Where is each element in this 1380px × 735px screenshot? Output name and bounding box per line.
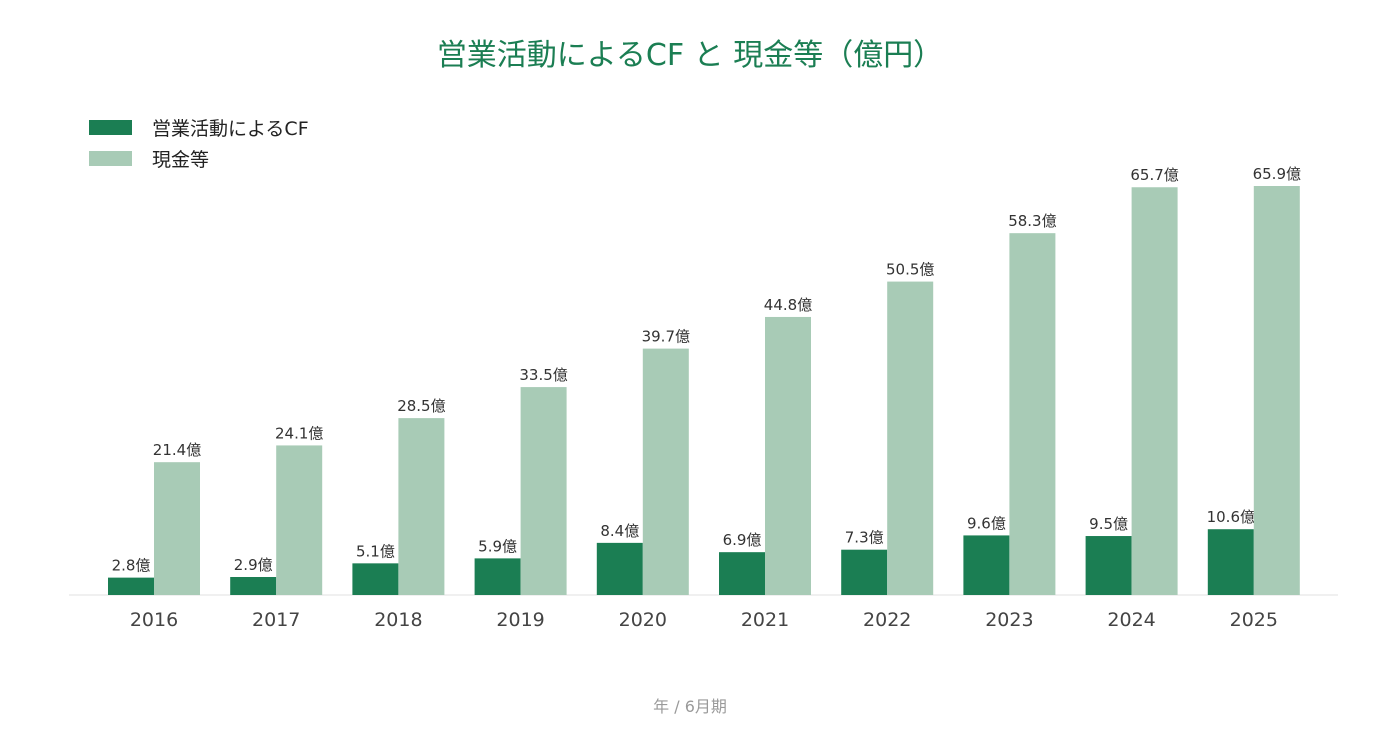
data-label-operating-cf-2016: 2.8億 xyxy=(112,557,151,575)
x-tick-label-2023: 2023 xyxy=(985,609,1033,631)
data-label-cash-2021: 44.8億 xyxy=(764,296,812,314)
data-label-cash-2019: 33.5億 xyxy=(519,366,567,384)
bar-operating-cf-2019 xyxy=(474,558,521,595)
x-axis-label: 年 / 6月期 xyxy=(653,697,727,716)
x-tick-label-2018: 2018 xyxy=(374,609,422,631)
bar-cash-2017 xyxy=(276,445,323,595)
data-label-operating-cf-2022: 7.3億 xyxy=(845,529,884,547)
data-label-operating-cf-2021: 6.9億 xyxy=(723,531,762,549)
chart-title: 営業活動によるCF と 現金等（億円） xyxy=(436,38,944,73)
bar-cash-2020 xyxy=(642,348,689,595)
bar-cash-2024 xyxy=(1131,187,1178,595)
data-label-operating-cf-2023: 9.6億 xyxy=(967,514,1006,532)
data-label-operating-cf-2024: 9.5億 xyxy=(1089,515,1128,533)
legend-swatch-cash xyxy=(89,151,132,166)
x-tick-label-2025: 2025 xyxy=(1230,609,1278,631)
bar-operating-cf-2020 xyxy=(596,542,643,595)
x-tick-label-2016: 2016 xyxy=(130,609,178,631)
data-label-operating-cf-2017: 2.9億 xyxy=(234,556,273,574)
legend-label-cash: 現金等 xyxy=(152,149,210,171)
x-tick-label-2021: 2021 xyxy=(741,609,789,631)
legend-swatch-operating-cf xyxy=(89,120,132,135)
bar-cash-2021 xyxy=(765,316,811,595)
x-tick-label-2022: 2022 xyxy=(863,609,911,631)
bar-cash-2019 xyxy=(520,387,567,595)
bar-operating-cf-2024 xyxy=(1085,536,1132,595)
data-label-operating-cf-2020: 8.4億 xyxy=(600,522,639,540)
legend: 営業活動によるCF 現金等 xyxy=(89,112,309,174)
data-label-cash-2016: 21.4億 xyxy=(153,441,201,459)
legend-label-operating-cf: 営業活動によるCF xyxy=(152,118,309,140)
data-label-operating-cf-2025: 10.6億 xyxy=(1207,508,1255,526)
bar-cash-2018 xyxy=(398,418,445,595)
data-label-cash-2025: 65.9億 xyxy=(1253,165,1301,183)
bar-cash-2022 xyxy=(887,281,934,595)
data-label-operating-cf-2019: 5.9億 xyxy=(478,537,517,555)
data-label-operating-cf-2018: 5.1億 xyxy=(356,542,395,560)
bar-operating-cf-2021 xyxy=(719,552,765,595)
x-tick-label-2024: 2024 xyxy=(1107,609,1155,631)
data-label-cash-2020: 39.7億 xyxy=(642,328,690,346)
data-label-cash-2018: 28.5億 xyxy=(397,397,445,415)
data-label-cash-2017: 24.1億 xyxy=(275,424,323,442)
data-label-cash-2023: 58.3億 xyxy=(1008,212,1056,230)
x-tick-label-2020: 2020 xyxy=(619,609,667,631)
data-label-cash-2024: 65.7億 xyxy=(1130,166,1178,184)
bar-operating-cf-2017 xyxy=(230,577,277,595)
x-tick-label-2017: 2017 xyxy=(252,609,300,631)
bar-operating-cf-2023 xyxy=(963,535,1010,595)
bar-operating-cf-2018 xyxy=(352,563,399,595)
bar-cash-2023 xyxy=(1009,233,1056,595)
x-tick-label-2019: 2019 xyxy=(496,609,544,631)
data-label-cash-2022: 50.5億 xyxy=(886,261,934,279)
bar-operating-cf-2016 xyxy=(108,577,154,595)
legend-item-cash: 現金等 xyxy=(89,143,309,174)
bar-cash-2016 xyxy=(154,462,200,595)
legend-item-operating-cf: 営業活動によるCF xyxy=(89,112,309,143)
bar-operating-cf-2022 xyxy=(841,549,888,595)
bar-operating-cf-2025 xyxy=(1207,529,1254,595)
bar-cash-2025 xyxy=(1253,186,1300,595)
